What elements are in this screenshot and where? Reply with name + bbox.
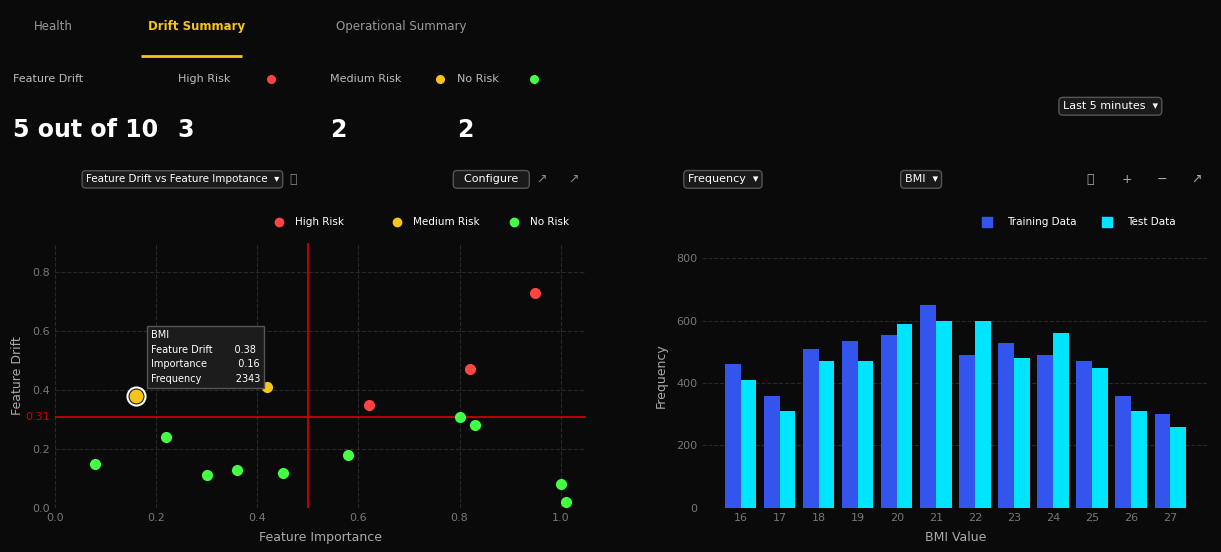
Text: ↗: ↗	[1192, 173, 1203, 186]
Bar	[1131, 411, 1147, 508]
Bar	[803, 349, 819, 508]
Bar	[842, 341, 858, 508]
Y-axis label: Frequency: Frequency	[654, 343, 668, 408]
Text: 2: 2	[330, 118, 347, 142]
Bar	[1092, 368, 1107, 508]
Text: Medium Risk: Medium Risk	[330, 74, 402, 84]
Text: ⓘ: ⓘ	[289, 173, 297, 186]
Bar	[1013, 358, 1029, 508]
Text: ↗: ↗	[568, 173, 579, 186]
Bar	[1155, 415, 1170, 508]
Text: Operational Summary: Operational Summary	[336, 20, 466, 33]
Bar	[1116, 396, 1131, 508]
Text: Training Data: Training Data	[1007, 217, 1077, 227]
Text: 5 out of 10: 5 out of 10	[12, 118, 158, 142]
Bar	[780, 411, 795, 508]
Text: Test Data: Test Data	[1127, 217, 1176, 227]
Text: +: +	[1121, 173, 1132, 186]
Text: 2: 2	[457, 118, 474, 142]
Y-axis label: Feature Drift: Feature Drift	[11, 336, 24, 415]
Bar	[725, 364, 741, 508]
Bar	[1053, 333, 1068, 508]
Text: Frequency  ▾: Frequency ▾	[687, 174, 758, 184]
Text: BMI  ▾: BMI ▾	[905, 174, 938, 184]
Bar	[741, 380, 756, 508]
Text: 3: 3	[178, 118, 194, 142]
Bar	[999, 343, 1013, 508]
Text: Last 5 minutes  ▾: Last 5 minutes ▾	[1062, 101, 1158, 112]
Text: No Risk: No Risk	[457, 74, 499, 84]
Text: Feature Drift: Feature Drift	[12, 74, 83, 84]
Text: Feature Drift vs Feature Impotance  ▾: Feature Drift vs Feature Impotance ▾	[85, 174, 280, 184]
Text: 0.31: 0.31	[26, 412, 50, 422]
Bar	[897, 324, 912, 508]
Bar	[882, 335, 897, 508]
X-axis label: Feature Importance: Feature Importance	[259, 531, 382, 544]
Bar	[937, 321, 951, 508]
Bar	[1038, 355, 1053, 508]
Text: ⧉: ⧉	[1087, 173, 1094, 186]
Text: BMI
Feature Drift       0.38
Importance          0.16
Frequency           2343: BMI Feature Drift 0.38 Importance 0.16 F…	[151, 330, 260, 384]
Text: Drift Summary: Drift Summary	[148, 20, 245, 33]
Bar	[858, 362, 873, 508]
Bar	[1170, 427, 1186, 508]
Bar	[921, 305, 937, 508]
Text: High Risk: High Risk	[178, 74, 230, 84]
Text: Medium Risk: Medium Risk	[413, 217, 480, 227]
Bar	[1077, 362, 1092, 508]
Text: ↗: ↗	[536, 173, 547, 186]
Bar	[974, 321, 990, 508]
Bar	[819, 362, 834, 508]
Text: Configure: Configure	[457, 174, 525, 184]
Text: −: −	[1156, 173, 1167, 186]
X-axis label: BMI Value: BMI Value	[924, 531, 987, 544]
Text: High Risk: High Risk	[295, 217, 344, 227]
Bar	[764, 396, 780, 508]
Text: No Risk: No Risk	[530, 217, 569, 227]
Bar	[960, 355, 974, 508]
Text: Health: Health	[34, 20, 72, 33]
